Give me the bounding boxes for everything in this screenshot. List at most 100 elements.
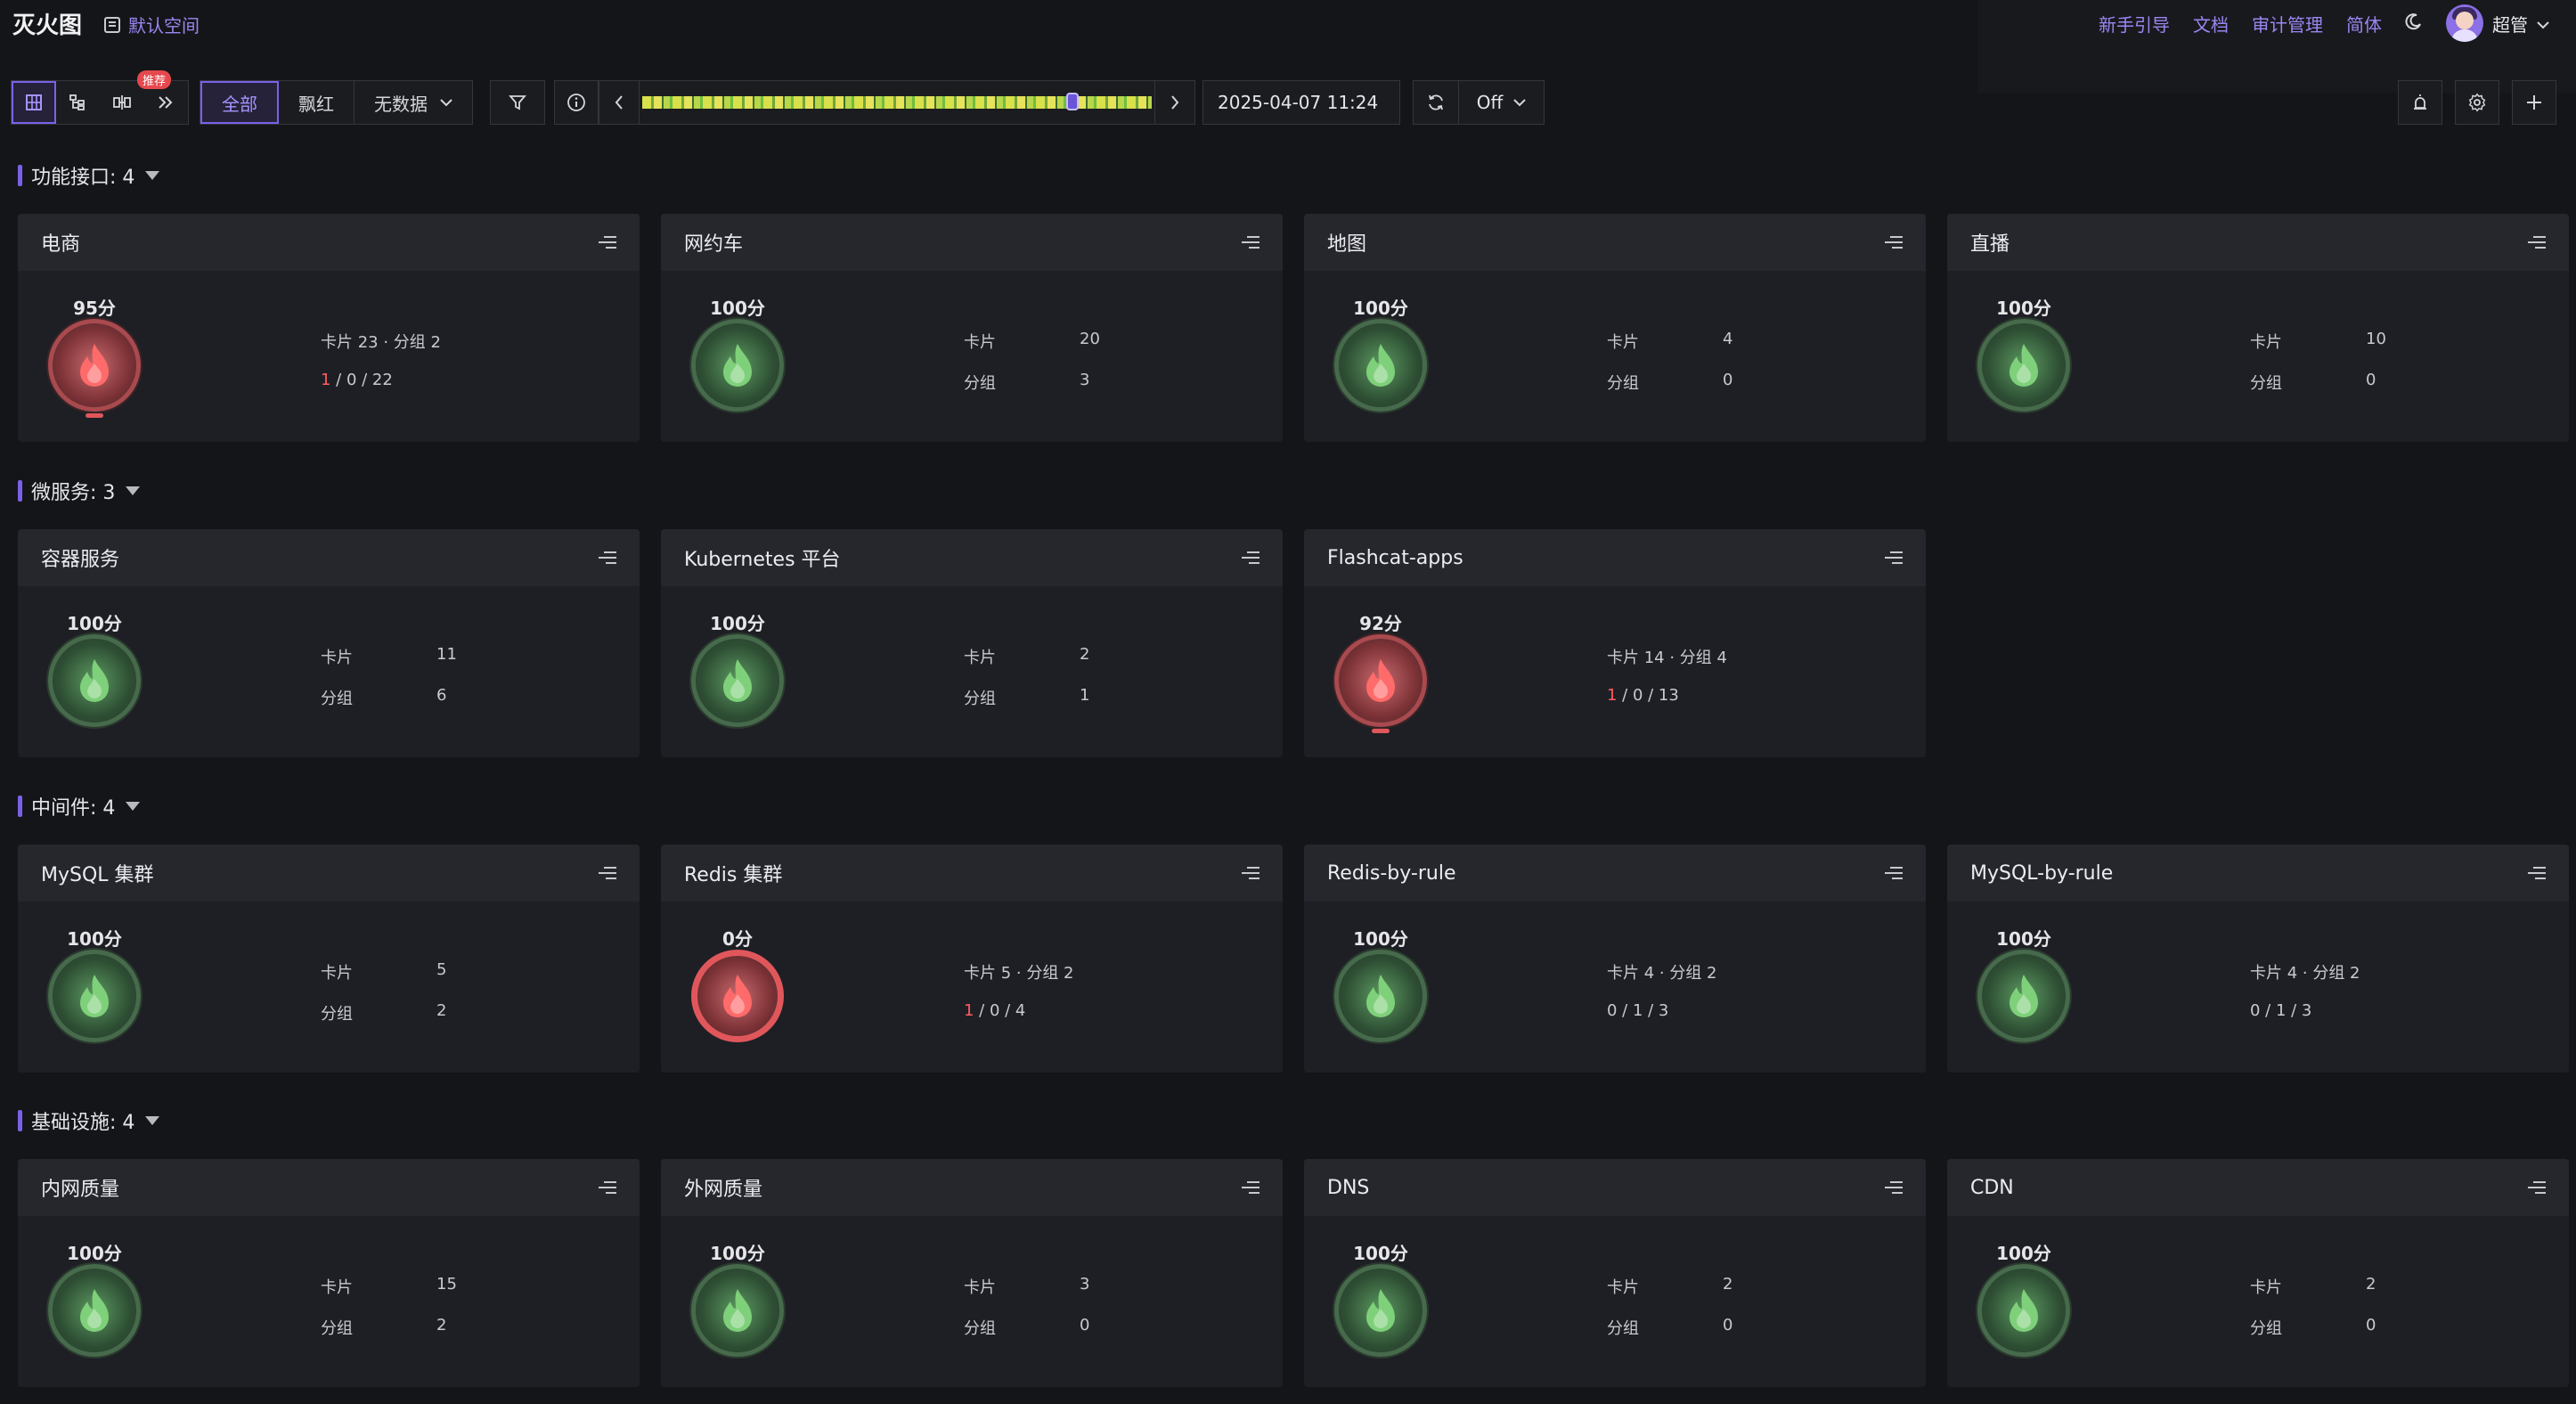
user-menu[interactable]: 超管 [2446,4,2549,42]
docs-link[interactable]: 文档 [2193,13,2229,36]
no-data-select[interactable]: 无数据 [355,81,472,124]
menu-icon[interactable] [1240,1180,1259,1196]
grid-view-button[interactable] [12,81,56,124]
service-card[interactable]: 外网质量 100分 卡片 3 分组 0 [661,1159,1283,1387]
health-gauge[interactable] [691,319,784,412]
health-gauge[interactable] [1977,1264,2070,1357]
service-card[interactable]: MySQL 集群 100分 卡片 5 分组 2 [18,845,640,1073]
menu-icon[interactable] [1240,865,1259,881]
menu-icon[interactable] [1883,1180,1903,1196]
card-title[interactable]: Redis-by-rule [1327,861,1456,885]
card-title[interactable]: Redis 集群 [684,864,783,886]
tab-all[interactable]: 全部 [200,81,279,124]
audit-link[interactable]: 审计管理 [2252,13,2323,36]
menu-icon[interactable] [2526,1180,2546,1196]
timeline-cursor[interactable] [1066,93,1079,110]
service-card[interactable]: Flashcat-apps 92分 卡片 14 · 分组 4 1 / 0 / 13 [1304,529,1926,757]
topology-view-button[interactable]: 推荐 [100,70,172,124]
settings-button[interactable] [2455,80,2499,125]
card-title[interactable]: CDN [1970,1176,2014,1199]
health-gauge[interactable] [691,950,784,1042]
add-button[interactable] [2512,80,2556,125]
tree-view-button[interactable] [56,81,100,124]
service-card[interactable]: 电商 95分 卡片 23 · 分组 2 1 / 0 / 22 [18,214,640,442]
health-gauge[interactable] [1334,634,1427,733]
service-card[interactable]: 直播 100分 卡片 10 分组 0 [1947,214,2569,442]
guide-link[interactable]: 新手引导 [2099,13,2170,36]
health-gauge[interactable] [1334,319,1427,412]
card-title[interactable]: Kubernetes 平台 [684,549,841,571]
health-gauge[interactable] [1977,950,2070,1042]
service-card[interactable]: Redis 集群 0分 卡片 5 · 分组 2 1 / 0 / 4 [661,845,1283,1073]
health-gauge[interactable] [1977,319,2070,412]
menu-icon[interactable] [2526,865,2546,881]
timeline-next-button[interactable] [1154,80,1195,125]
service-card[interactable]: Redis-by-rule 100分 卡片 4 · 分组 2 0 / 1 / 3 [1304,845,1926,1073]
health-gauge[interactable] [1334,1264,1427,1357]
section-header[interactable]: 中间件: 4 [18,793,141,820]
card-title[interactable]: 电商 [41,233,81,256]
service-card[interactable]: DNS 100分 卡片 2 分组 0 [1304,1159,1926,1387]
space-selector[interactable]: 默认空间 [103,12,200,37]
tab-red[interactable]: 飘红 [279,81,355,124]
health-gauge[interactable] [48,950,141,1042]
datetime-picker[interactable]: 2025-04-07 11:24 [1202,80,1400,125]
service-card[interactable]: 地图 100分 卡片 4 分组 0 [1304,214,1926,442]
section-header[interactable]: 基础设施: 4 [18,1107,160,1134]
service-card[interactable]: 网约车 100分 卡片 20 分组 3 [661,214,1283,442]
health-gauge[interactable] [48,634,141,727]
menu-icon[interactable] [1883,550,1903,566]
service-card[interactable]: 容器服务 100分 卡片 11 分组 6 [18,529,640,757]
menu-icon[interactable] [2526,234,2546,250]
card-title[interactable]: DNS [1327,1176,1370,1199]
top-bar: 灭火图 默认空间 新手引导 文档 审计管理 简体 超管 [0,0,2576,46]
health-gauge[interactable] [1334,950,1427,1042]
section-header[interactable]: 功能接口: 4 [18,162,160,189]
menu-icon[interactable] [1240,234,1259,250]
section-marker [18,165,22,186]
service-card[interactable]: MySQL-by-rule 100分卡片 4 · 分组 2 0 / 1 / 3 [1947,845,2569,1073]
service-card[interactable]: CDN 100分 卡片 2 分组 0 [1947,1159,2569,1387]
menu-icon[interactable] [597,550,616,566]
card-title[interactable]: MySQL-by-rule [1970,861,2114,885]
filter-button[interactable] [490,80,545,125]
card-title[interactable]: 容器服务 [41,549,120,571]
info-button[interactable] [554,80,599,125]
alarm-button[interactable] [2398,80,2442,125]
timeline-prev-button[interactable] [599,80,640,125]
menu-icon[interactable] [597,865,616,881]
card-title[interactable]: 直播 [1970,233,2010,256]
gauge-ring [1334,950,1427,1042]
section-header[interactable]: 微服务: 3 [18,478,141,504]
refresh-button[interactable] [1414,81,1459,124]
card-title[interactable]: MySQL 集群 [41,864,154,886]
menu-icon[interactable] [1883,865,1903,881]
card-title[interactable]: Flashcat-apps [1327,546,1463,569]
groups-count: 6 [436,686,447,705]
health-score: 100分 [1996,928,2051,950]
health-gauge[interactable] [48,319,141,418]
menu-icon[interactable] [597,1180,616,1196]
card-title[interactable]: 地图 [1327,233,1367,256]
card-title[interactable]: 外网质量 [684,1179,763,1201]
service-card[interactable]: Kubernetes 平台 100分 卡片 2 分组 1 [661,529,1283,757]
card-title[interactable]: 内网质量 [41,1179,120,1201]
health-gauge[interactable] [48,1264,141,1357]
groups-label: 分组 [964,1319,996,1338]
flame-icon [2009,1289,2038,1332]
health-gauge[interactable] [691,634,784,727]
health-timeline[interactable] [640,80,1154,125]
timeline-bar[interactable] [642,93,1152,110]
card-title[interactable]: 网约车 [684,233,744,256]
theme-moon-icon[interactable] [2405,12,2423,35]
card-stats: 卡片 4 · 分组 2 0 / 1 / 3 [2250,960,2360,1042]
menu-icon[interactable] [597,234,616,250]
language-link[interactable]: 简体 [2346,13,2382,36]
menu-icon[interactable] [1240,550,1259,566]
expand-button[interactable] [144,81,188,124]
cards-count: 20 [1080,330,1100,348]
health-gauge[interactable] [691,1264,784,1357]
service-card[interactable]: 内网质量 100分 卡片 15 分组 2 [18,1159,640,1387]
menu-icon[interactable] [1883,234,1903,250]
auto-refresh-select[interactable]: Off [1459,81,1544,124]
